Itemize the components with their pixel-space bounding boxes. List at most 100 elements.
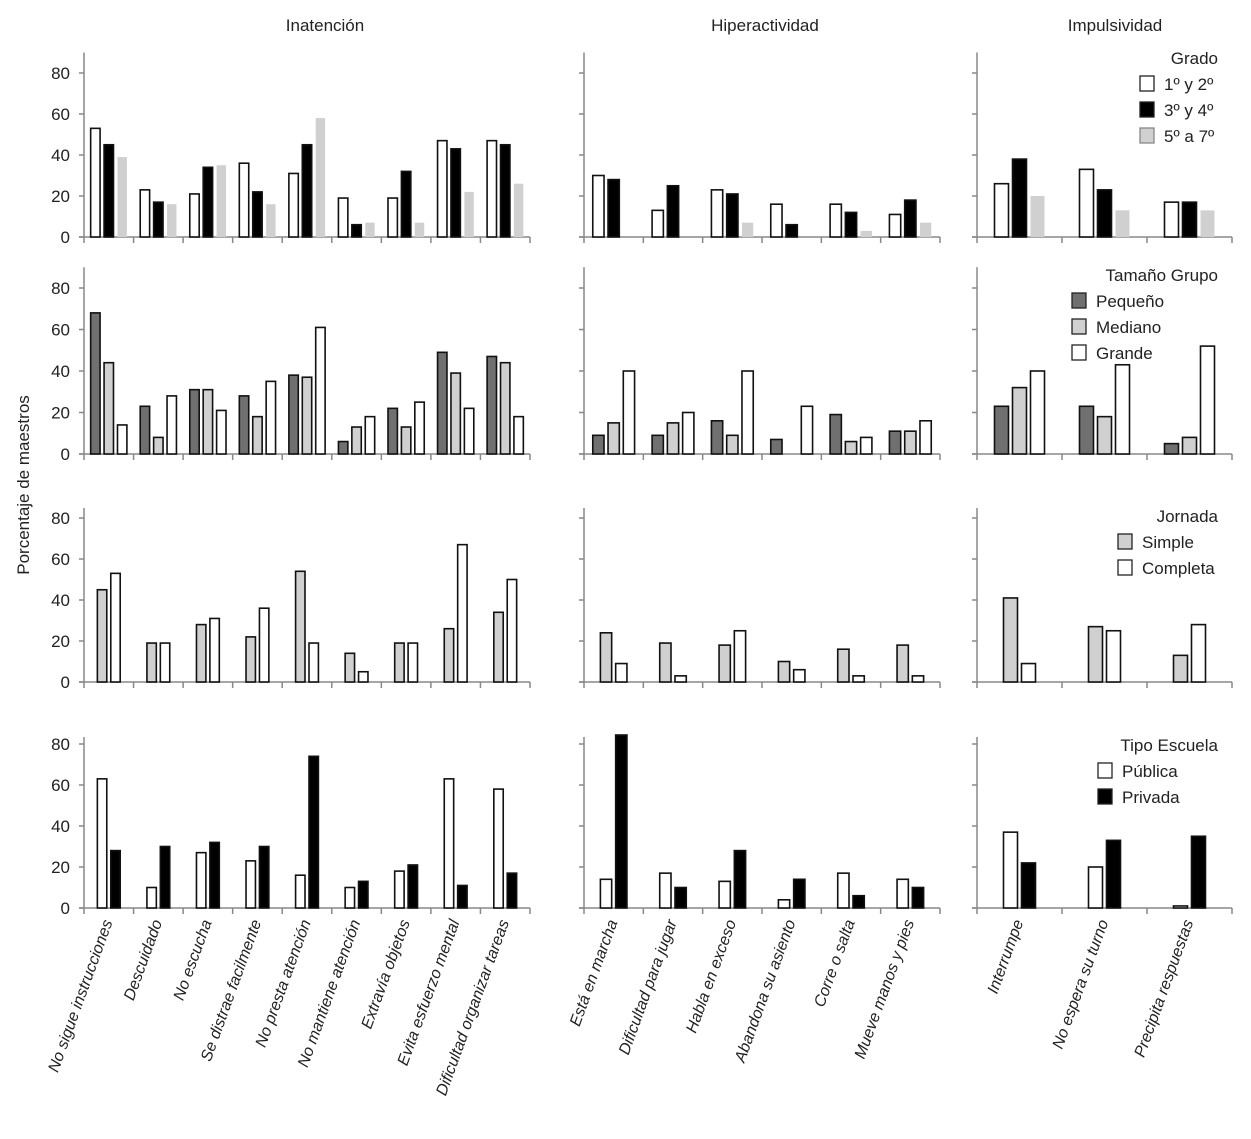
legend-swatch: [1071, 318, 1087, 335]
bar-1-y-2--3: [238, 162, 250, 238]
bar-grande-3: [800, 405, 814, 455]
bar-privada-4: [308, 755, 320, 909]
bar-p-blica-4: [836, 872, 850, 909]
y-tick-label: 80: [51, 64, 70, 83]
bar-peque-o-4: [829, 413, 843, 455]
legend-swatch: [1071, 292, 1087, 309]
bar-mediano-4: [301, 376, 313, 455]
bar-3-y-4--5: [351, 223, 363, 238]
bar-3-y-4--0: [1011, 158, 1028, 238]
bar-completa-1: [674, 675, 688, 683]
y-tick-label: 20: [51, 632, 70, 651]
bar-3-y-4--8: [499, 143, 511, 238]
bar-simple-4: [294, 570, 306, 683]
bar-simple-2: [1172, 654, 1189, 683]
bar-1-y-2--6: [387, 197, 399, 238]
bar-peque-o-4: [288, 374, 300, 455]
category-label: Dificultad para jugar: [616, 917, 681, 1057]
y-tick-label: 0: [61, 673, 70, 692]
bar-grande-3: [265, 380, 277, 455]
bar-simple-0: [96, 588, 108, 683]
legend-swatch: [1139, 127, 1155, 144]
bar-privada-0: [1020, 862, 1037, 909]
bar-5-a-7--4: [860, 230, 872, 237]
bar-simple-5: [896, 644, 910, 683]
bar-5-a-7--6: [414, 222, 425, 237]
bar-3-y-4--3: [785, 223, 799, 238]
panel-r1-c2: [972, 267, 1233, 460]
category-label: Habla en exceso: [683, 917, 740, 1035]
bar-peque-o-1: [651, 434, 665, 455]
bar-simple-3: [245, 636, 257, 683]
bar-privada-5: [911, 886, 925, 909]
bar-mediano-2: [725, 434, 739, 455]
bar-p-blica-2: [195, 851, 207, 909]
bar-mediano-7: [450, 372, 462, 455]
bar-simple-8: [493, 611, 505, 683]
legend-row-1: Tamaño Grupo Pequeño Mediano Grande: [1071, 266, 1218, 363]
bar-mediano-2: [202, 388, 214, 455]
panel-r2-c2: [972, 508, 1233, 688]
legend-swatch: [1097, 788, 1113, 805]
bar-privada-2: [1190, 835, 1207, 909]
bar-1-y-2--5: [888, 213, 902, 238]
bar-5-a-7--1: [1115, 210, 1130, 237]
legend-label: Grande: [1096, 344, 1153, 363]
legend-label: Pequeño: [1096, 292, 1164, 311]
bar-grande-8: [513, 415, 525, 455]
bar-completa-1: [1105, 629, 1122, 683]
bar-peque-o-0: [89, 312, 101, 455]
bar-simple-7: [443, 627, 455, 683]
bar-privada-1: [1105, 839, 1122, 909]
bar-mediano-8: [499, 361, 511, 455]
bar-3-y-4--0: [103, 143, 115, 238]
bar-mediano-3: [251, 415, 263, 455]
legend-row-2: Jornada Simple Completa: [1117, 507, 1219, 578]
legends: Grado 1º y 2º 3º y 4º 5º a 7º Tamaño Grupo Pe…: [1071, 49, 1219, 807]
bar-grande-2: [741, 370, 755, 455]
bar-grande-6: [414, 401, 426, 455]
category-label: Precipita respuestas: [1132, 918, 1198, 1060]
legend-row-0: Grado 1º y 2º 3º y 4º 5º a 7º: [1139, 49, 1218, 146]
bar-simple-6: [393, 642, 405, 683]
legend-title: Tipo Escuela: [1120, 736, 1218, 755]
bar-mediano-0: [103, 361, 115, 455]
legend-swatch: [1071, 344, 1087, 361]
bar-5-a-7--0: [1030, 196, 1045, 237]
y-tick-label: 20: [51, 187, 70, 206]
bar-1-y-2--1: [651, 209, 665, 238]
bar-5-a-7--5: [919, 222, 932, 237]
legend-swatch: [1117, 559, 1133, 576]
bar-simple-1: [1087, 625, 1104, 683]
bar-privada-2: [733, 849, 747, 909]
bar-grande-1: [1114, 363, 1131, 455]
bar-3-y-4--1: [152, 201, 164, 238]
category-label: No espera su turno: [1050, 917, 1113, 1051]
bar-mediano-2: [1181, 436, 1198, 455]
column-titles: Inatención Hiperactividad Impulsividad: [286, 16, 1162, 35]
bar-completa-5: [911, 675, 925, 683]
y-tick-label: 60: [51, 550, 70, 569]
bar-grande-2: [1199, 345, 1216, 455]
bar-p-blica-7: [443, 778, 455, 909]
bar-3-y-4--0: [607, 178, 621, 238]
bar-3-y-4--4: [844, 211, 858, 238]
bar-mediano-5: [903, 430, 917, 455]
bar-peque-o-7: [436, 351, 448, 455]
legend-label: 3º y 4º: [1164, 101, 1213, 120]
bar-p-blica-8: [493, 788, 505, 909]
bar-1-y-2--1: [139, 189, 151, 238]
category-label: Interrumpe: [985, 917, 1027, 996]
legend-row-3: Tipo Escuela Pública Privada: [1097, 736, 1219, 807]
y-tick-label: 0: [61, 899, 70, 918]
legend-swatch: [1097, 762, 1113, 779]
bar-p-blica-4: [294, 874, 306, 909]
legend-swatch: [1139, 75, 1155, 92]
bar-completa-2: [733, 629, 747, 683]
category-label: No escucha: [171, 917, 216, 1002]
bar-privada-3: [258, 845, 270, 909]
bar-p-blica-1: [146, 886, 158, 909]
bar-peque-o-2: [188, 388, 200, 455]
bar-5-a-7--5: [365, 222, 375, 237]
